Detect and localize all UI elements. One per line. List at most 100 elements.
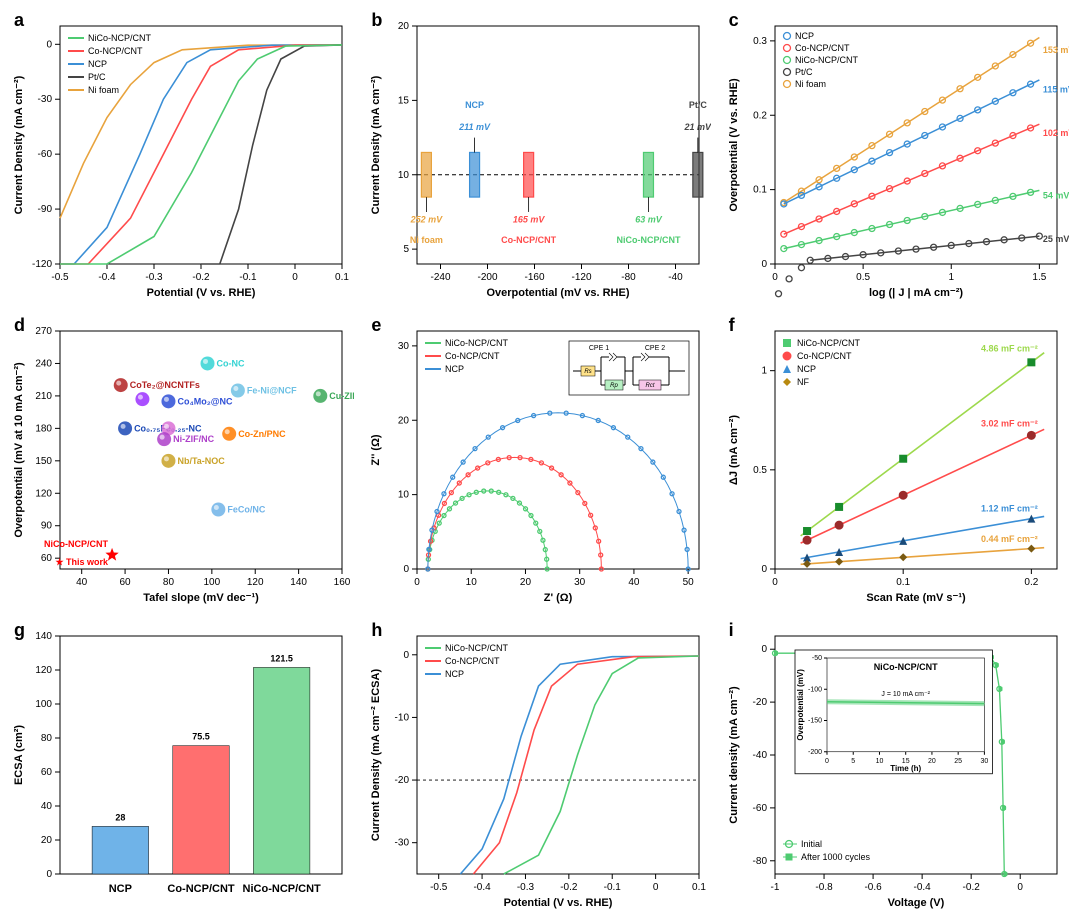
svg-text:30: 30 xyxy=(574,577,586,588)
svg-text:NiCo-NCP/CNT: NiCo-NCP/CNT xyxy=(88,33,152,43)
svg-text:-200: -200 xyxy=(478,272,498,283)
svg-text:Current density (mA cm⁻²): Current density (mA cm⁻²) xyxy=(728,686,740,824)
svg-text:NCP: NCP xyxy=(445,364,464,374)
svg-text:252 mV: 252 mV xyxy=(410,214,444,224)
svg-text:-10: -10 xyxy=(395,712,410,723)
svg-text:CoTe₂@NCNTFs: CoTe₂@NCNTFs xyxy=(130,380,200,390)
panel-letter: b xyxy=(371,10,382,31)
svg-text:20: 20 xyxy=(928,758,936,765)
svg-text:270: 270 xyxy=(35,326,52,337)
svg-text:NiCo-NCP/CNT: NiCo-NCP/CNT xyxy=(617,235,681,245)
svg-text:-0.4: -0.4 xyxy=(474,882,492,893)
svg-text:54 mV dec⁻¹: 54 mV dec⁻¹ xyxy=(1043,190,1069,200)
svg-text:0: 0 xyxy=(404,650,410,661)
svg-text:-0.8: -0.8 xyxy=(815,882,833,893)
svg-text:J = 10 mA cm⁻²: J = 10 mA cm⁻² xyxy=(881,691,930,698)
svg-text:NiCo-NCP/CNT: NiCo-NCP/CNT xyxy=(243,883,321,895)
svg-text:Nb/Ta-NOC: Nb/Ta-NOC xyxy=(177,456,225,466)
svg-text:1: 1 xyxy=(948,272,954,283)
svg-text:-0.3: -0.3 xyxy=(517,882,535,893)
svg-text:-30: -30 xyxy=(38,94,53,105)
svg-text:Scan Rate (mV s⁻¹): Scan Rate (mV s⁻¹) xyxy=(866,592,966,604)
svg-text:Rct: Rct xyxy=(646,383,655,389)
svg-text:0.1: 0.1 xyxy=(896,577,910,588)
svg-text:1.12 mF cm⁻²: 1.12 mF cm⁻² xyxy=(981,504,1038,514)
svg-text:-150: -150 xyxy=(808,718,822,725)
svg-text:80: 80 xyxy=(41,733,53,744)
svg-text:NCP: NCP xyxy=(445,669,464,679)
svg-text:-120: -120 xyxy=(32,259,52,270)
svg-text:0: 0 xyxy=(46,869,52,880)
svg-text:FeCo/NC: FeCo/NC xyxy=(227,505,266,515)
panel-letter: d xyxy=(14,315,25,336)
svg-text:0.3: 0.3 xyxy=(753,36,767,47)
svg-text:0.1: 0.1 xyxy=(692,882,706,893)
svg-text:NCP: NCP xyxy=(109,883,132,895)
svg-text:0: 0 xyxy=(825,758,829,765)
svg-text:3.02 mF cm⁻²: 3.02 mF cm⁻² xyxy=(981,418,1038,428)
svg-text:NCP: NCP xyxy=(797,364,816,374)
svg-text:CPE 2: CPE 2 xyxy=(645,345,665,352)
panel-letter: g xyxy=(14,620,25,641)
svg-text:-0.5: -0.5 xyxy=(51,272,69,283)
svg-text:log (| J | mA cm⁻²): log (| J | mA cm⁻²) xyxy=(869,287,963,299)
svg-text:-0.1: -0.1 xyxy=(239,272,257,283)
svg-text:140: 140 xyxy=(290,577,307,588)
svg-text:80: 80 xyxy=(163,577,175,588)
svg-text:102 mV dec⁻¹: 102 mV dec⁻¹ xyxy=(1043,128,1069,138)
panel-letter: f xyxy=(729,315,735,336)
svg-text:-60: -60 xyxy=(38,149,53,160)
svg-text:10: 10 xyxy=(398,490,410,501)
svg-text:★ This work: ★ This work xyxy=(55,557,109,567)
svg-text:0.2: 0.2 xyxy=(753,110,767,121)
panel-letter: c xyxy=(729,10,739,31)
svg-text:120: 120 xyxy=(247,577,264,588)
svg-text:Overpotential (mV): Overpotential (mV) xyxy=(796,669,805,741)
svg-text:Fe-Ni@NCF: Fe-Ni@NCF xyxy=(247,386,297,396)
svg-text:NiCo-NCP/CNT: NiCo-NCP/CNT xyxy=(873,662,937,672)
svg-text:Co₄Mo₂@NC: Co₄Mo₂@NC xyxy=(177,396,233,406)
svg-text:10: 10 xyxy=(875,758,883,765)
svg-text:15: 15 xyxy=(398,95,410,106)
svg-text:Current Density (mA cm⁻²): Current Density (mA cm⁻²) xyxy=(13,75,25,214)
svg-text:0.1: 0.1 xyxy=(753,185,767,196)
svg-text:1.5: 1.5 xyxy=(1032,272,1046,283)
svg-text:30: 30 xyxy=(398,341,410,352)
svg-text:Pt/C: Pt/C xyxy=(88,72,106,82)
svg-text:Overpotential (mV vs. RHE): Overpotential (mV vs. RHE) xyxy=(487,287,630,299)
svg-text:ECSA (cm²): ECSA (cm²) xyxy=(13,725,25,785)
svg-text:Co-NCP/CNT: Co-NCP/CNT xyxy=(797,351,852,361)
svg-text:-50: -50 xyxy=(812,655,822,662)
svg-text:-30: -30 xyxy=(395,838,410,849)
svg-text:-60: -60 xyxy=(752,803,767,814)
svg-text:153 mV dec⁻¹: 153 mV dec⁻¹ xyxy=(1043,45,1069,55)
svg-text:NCP: NCP xyxy=(88,59,107,69)
svg-text:30: 30 xyxy=(980,758,988,765)
svg-text:210: 210 xyxy=(35,391,52,402)
svg-text:4.86 mF cm⁻²: 4.86 mF cm⁻² xyxy=(981,344,1038,354)
panel-letter: h xyxy=(371,620,382,641)
svg-text:Current Density (mA cm⁻²): Current Density (mA cm⁻²) xyxy=(370,75,382,214)
svg-text:Ni foam: Ni foam xyxy=(88,85,119,95)
svg-text:NiCo-NCP/CNT: NiCo-NCP/CNT xyxy=(445,643,509,653)
svg-text:-120: -120 xyxy=(572,272,592,283)
svg-text:Cu-ZIF/NC: Cu-ZIF/NC xyxy=(329,391,354,401)
svg-text:0: 0 xyxy=(761,644,767,655)
svg-text:Rp: Rp xyxy=(610,383,618,389)
svg-text:Z' (Ω): Z' (Ω) xyxy=(544,592,573,604)
svg-text:75.5: 75.5 xyxy=(192,732,210,742)
svg-text:-0.4: -0.4 xyxy=(913,882,931,893)
svg-text:Voltage (V): Voltage (V) xyxy=(887,897,944,909)
svg-text:Potential (V vs. RHE): Potential (V vs. RHE) xyxy=(504,897,613,909)
svg-text:25: 25 xyxy=(954,758,962,765)
svg-text:0: 0 xyxy=(292,272,298,283)
svg-text:Ni foam: Ni foam xyxy=(795,79,826,89)
svg-text:Pt/C: Pt/C xyxy=(795,67,813,77)
svg-text:-1: -1 xyxy=(770,882,779,893)
svg-text:-100: -100 xyxy=(808,686,822,693)
svg-text:NCP: NCP xyxy=(465,100,484,110)
svg-text:140: 140 xyxy=(35,631,52,642)
svg-text:Co-NCP/CNT: Co-NCP/CNT xyxy=(445,656,500,666)
svg-text:100: 100 xyxy=(204,577,221,588)
svg-text:Co-NCP/CNT: Co-NCP/CNT xyxy=(795,43,850,53)
